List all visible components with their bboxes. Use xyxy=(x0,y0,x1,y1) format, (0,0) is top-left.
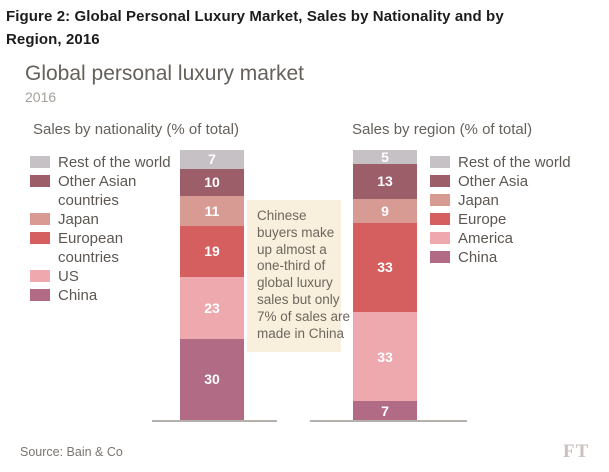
legend-label: US xyxy=(58,268,79,285)
bar-segment-rest-of-the-world: 5 xyxy=(353,148,417,165)
bar-segment-european-countries: 19 xyxy=(180,225,244,277)
bar-segment-value: 7 xyxy=(208,151,216,168)
bar-segment-us: 23 xyxy=(180,276,244,339)
legend-item-china: China xyxy=(30,286,176,305)
legend-item-rest-of-the-world: Rest of the world xyxy=(30,153,176,172)
region-stacked-bar: 5 13 9 33 33 7 xyxy=(353,148,417,420)
nationality-legend: Rest of the world Other Asian countries Ja… xyxy=(30,153,176,305)
legend-label: Other Asian countries xyxy=(58,173,137,209)
bar-segment-value: 10 xyxy=(204,174,220,191)
legend-item-japan: Japan xyxy=(430,191,600,210)
bar-segment-rest-of-the-world: 7 xyxy=(180,150,244,169)
bar-segment-china: 7 xyxy=(353,401,417,420)
legend-swatch-other-asia xyxy=(430,175,450,187)
legend-swatch-rest-of-the-world xyxy=(30,156,50,168)
legend-label: Japan xyxy=(58,211,99,228)
legend-item-other-asian-countries: Other Asian countries xyxy=(30,172,176,210)
bar-segment-america: 33 xyxy=(353,311,417,402)
bar-segment-japan: 9 xyxy=(353,198,417,223)
legend-item-us: US xyxy=(30,267,176,286)
legend-label: America xyxy=(458,230,514,247)
legend-swatch-japan xyxy=(30,213,50,225)
bar-segment-china: 30 xyxy=(180,338,244,420)
legend-label: Rest of the world xyxy=(458,154,571,171)
region-axis-baseline xyxy=(310,420,467,422)
bar-segment-value: 23 xyxy=(204,299,220,316)
legend-item-europe: Europe xyxy=(430,210,600,229)
annotation-text-line: made in China xyxy=(257,325,345,341)
legend-label: Europe xyxy=(458,211,507,228)
legend-swatch-china xyxy=(30,289,50,301)
bar-segment-value: 33 xyxy=(377,348,393,365)
bar-segment-value: 7 xyxy=(381,402,389,419)
legend-swatch-european-countries xyxy=(30,232,50,244)
legend-swatch-china xyxy=(430,251,450,263)
bar-segment-other-asia: 13 xyxy=(353,163,417,199)
legend-item-japan: Japan xyxy=(30,210,176,229)
annotation-callout: Chinese buyers make up almost a one-third o… xyxy=(247,200,351,353)
bar-segment-europe: 33 xyxy=(353,222,417,312)
legend-item-rest-of-the-world: Rest of the world xyxy=(430,153,600,172)
bar-segment-value: 19 xyxy=(204,243,220,260)
bar-segment-value: 30 xyxy=(204,371,220,388)
bar-segment-value: 33 xyxy=(377,259,393,276)
bar-segment-japan: 11 xyxy=(180,195,244,226)
figure-caption: Figure 2: Global Personal Luxury Market,… xyxy=(6,5,604,51)
legend-label: Other Asia xyxy=(458,173,529,190)
legend-label: Japan xyxy=(458,192,499,209)
region-legend: Rest of the world Other Asia Japan Europe Am… xyxy=(430,153,600,267)
annotation-text-line: buyers make xyxy=(257,224,335,240)
bar-segment-value: 13 xyxy=(377,173,393,190)
annotation-text-line: up almost a xyxy=(257,241,327,257)
bar-segment-other-asian-countries: 10 xyxy=(180,168,244,196)
bar-segment-value: 11 xyxy=(204,202,220,219)
bar-segment-value: 9 xyxy=(381,202,389,219)
bar-segment-value: 5 xyxy=(381,148,389,165)
annotation-text-line: Chinese xyxy=(257,208,307,223)
figure-caption-line2: Region, 2016 xyxy=(6,31,100,48)
legend-swatch-europe xyxy=(430,213,450,225)
annotation-text-line: 7% of sales are xyxy=(257,308,351,324)
legend-label: China xyxy=(58,287,98,304)
legend-item-european-countries: European countries xyxy=(30,229,176,267)
annotation-text-line: global luxury xyxy=(257,275,333,291)
legend-swatch-rest-of-the-world xyxy=(430,156,450,168)
legend-swatch-japan xyxy=(430,194,450,206)
legend-label: Rest of the world xyxy=(58,154,171,171)
chart-title: Global personal luxury market xyxy=(25,62,304,85)
legend-item-china: China xyxy=(430,248,600,267)
chart-subtitle: 2016 xyxy=(25,89,57,105)
legend-swatch-america xyxy=(430,232,450,244)
nationality-stacked-bar: 7 10 11 19 23 30 xyxy=(180,150,244,420)
nationality-chart-header: Sales by nationality (% of total) xyxy=(33,121,239,138)
ft-brand-logo: FT xyxy=(563,441,590,462)
legend-item-america: America xyxy=(430,229,600,248)
annotation-text-line: one-third of xyxy=(257,258,326,274)
legend-swatch-other-asian-countries xyxy=(30,175,50,187)
region-chart-header: Sales by region (% of total) xyxy=(352,121,533,138)
annotation-text-line: sales but only xyxy=(257,291,340,307)
figure-caption-line1: Figure 2: Global Personal Luxury Market,… xyxy=(6,8,504,25)
legend-item-other-asia: Other Asia xyxy=(430,172,600,191)
legend-label: European countries xyxy=(58,230,124,266)
nationality-axis-baseline xyxy=(152,420,277,422)
source-note: Source: Bain & Co xyxy=(20,445,123,459)
legend-swatch-us xyxy=(30,270,50,282)
legend-label: China xyxy=(458,249,498,266)
